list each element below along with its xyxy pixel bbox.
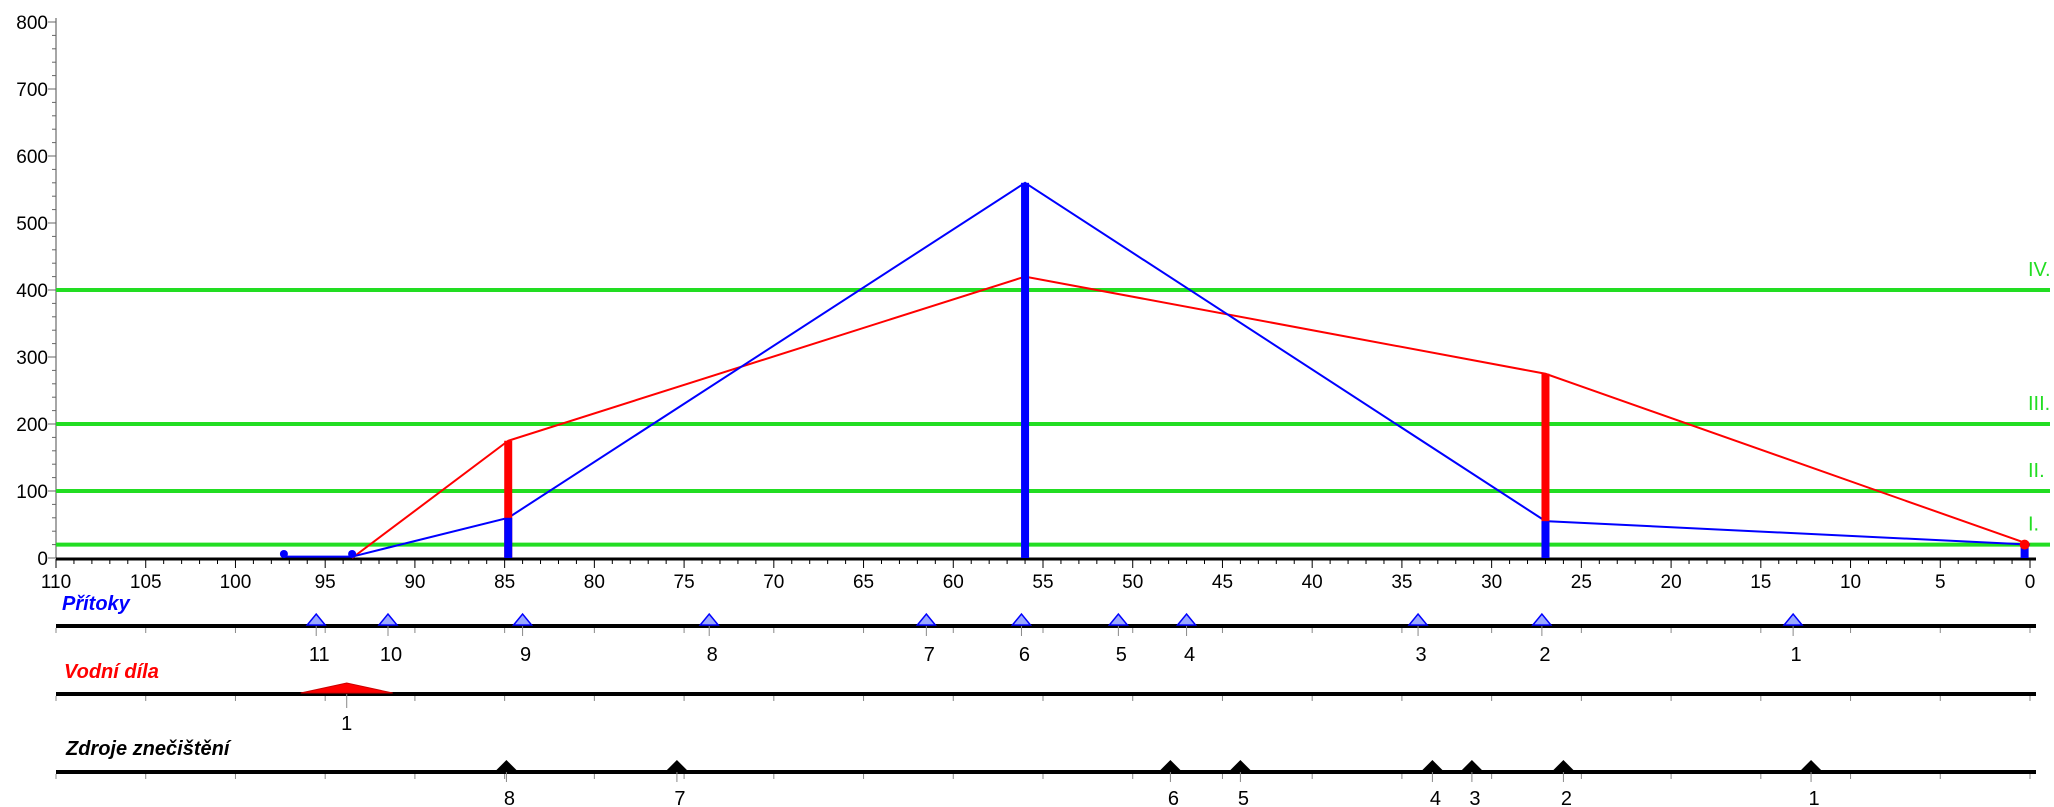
x-tick-label: 65 — [853, 572, 874, 593]
tributary-marker-4 — [1175, 612, 1198, 626]
x-tick-label: 15 — [1750, 572, 1771, 593]
x-tick-label: 40 — [1302, 572, 1323, 593]
x-tick-label: 90 — [404, 572, 425, 593]
tributary-marker-5 — [1107, 612, 1129, 626]
track-1-marker-label: 2 — [1539, 644, 1550, 666]
x-tick-label: 80 — [584, 572, 605, 593]
pollution-source-marker-8 — [495, 760, 518, 771]
pollution-source-marker-2 — [1552, 760, 1575, 771]
x-tick-label: 95 — [315, 572, 336, 593]
x-tick-label: 60 — [943, 572, 964, 593]
dam-marker-1 — [300, 682, 393, 694]
pollution-source-marker-3 — [1460, 760, 1483, 771]
x-tick-label: 5 — [1935, 572, 1946, 593]
red-bar-2 — [1541, 373, 1550, 558]
pollution-source-marker-4 — [1421, 760, 1444, 771]
track-1-marker-label: 6 — [1019, 644, 1030, 666]
track-3-marker-label: 1 — [1809, 788, 1820, 807]
band-label-3: III. — [2028, 393, 2050, 415]
x-tick-label: 25 — [1571, 572, 1592, 593]
y-tick-label: 700 — [16, 80, 48, 101]
track-1-marker-label: 4 — [1184, 644, 1195, 666]
x-tick-label: 55 — [1032, 572, 1053, 593]
track-1-marker-label: 9 — [520, 644, 531, 666]
x-tick-label: 85 — [494, 572, 515, 593]
track-1-marker-label: 10 — [380, 644, 402, 666]
track-1-marker-label: 7 — [924, 644, 935, 666]
blue-bar-1 — [504, 517, 513, 558]
tributary-marker-8 — [698, 612, 720, 626]
y-tick-label: 600 — [16, 147, 48, 168]
band-label-1: I. — [2028, 514, 2039, 536]
track-1-marker-label: 11 — [309, 644, 330, 666]
track-3-marker-label: 5 — [1238, 788, 1249, 807]
y-tick-label: 0 — [37, 549, 48, 570]
x-tick-label: 0 — [2025, 572, 2036, 593]
band-label-2: II. — [2028, 460, 2045, 482]
track-title-1: Přítoky — [62, 593, 131, 615]
y-tick-label: 200 — [16, 415, 48, 436]
blue-point-1 — [279, 549, 288, 558]
track-title-3: Zdroje znečištění — [65, 738, 232, 760]
blue-bar-2 — [1021, 182, 1030, 559]
tributary-marker-1 — [1782, 612, 1804, 626]
tributary-marker-11 — [305, 612, 327, 626]
x-tick-label: 20 — [1661, 572, 1682, 593]
pollution-source-marker-6 — [1159, 760, 1182, 771]
tributary-marker-2 — [1531, 612, 1553, 626]
pollution-source-marker-5 — [1229, 760, 1252, 771]
y-tick-label: 400 — [16, 281, 48, 302]
band-label-4: IV. — [2028, 259, 2051, 281]
red-point — [2019, 539, 2030, 550]
y-tick-label: 100 — [16, 482, 48, 503]
track-title-2: Vodní díla — [64, 661, 159, 683]
x-tick-label: 75 — [674, 572, 695, 593]
track-1-marker-label: 3 — [1415, 644, 1426, 666]
track-3-marker-label: 7 — [674, 788, 685, 807]
blue-bar-3 — [1541, 521, 1550, 558]
tributary-marker-7 — [915, 612, 937, 626]
pollution-source-marker-1 — [1800, 760, 1823, 771]
x-tick-label: 50 — [1122, 572, 1143, 593]
track-3-marker-label: 8 — [504, 788, 515, 807]
x-tick-label: 45 — [1212, 572, 1233, 593]
tributary-marker-6 — [1010, 612, 1033, 626]
x-tick-label: 35 — [1391, 572, 1412, 593]
x-tick-label: 30 — [1481, 572, 1502, 593]
blue-point-2 — [348, 549, 357, 558]
x-tick-label: 10 — [1840, 572, 1861, 593]
track-3-marker-label: 2 — [1561, 788, 1572, 807]
track-3-marker-label: 4 — [1430, 788, 1441, 807]
series-line-2 — [283, 181, 2031, 558]
track-3-marker-label: 3 — [1469, 788, 1480, 807]
y-tick-label: 300 — [16, 348, 48, 369]
y-tick-label: 500 — [16, 214, 48, 235]
y-tick-label: 800 — [16, 13, 48, 34]
tributary-marker-9 — [511, 612, 534, 626]
pollution-source-marker-7 — [665, 760, 688, 771]
blue-bar-4 — [2020, 544, 2029, 558]
tributary-marker-10 — [377, 612, 399, 626]
x-tick-label: 110 — [41, 572, 71, 593]
x-tick-label: 70 — [763, 572, 784, 593]
tributary-marker-3 — [1407, 612, 1429, 626]
x-tick-label: 105 — [130, 572, 162, 593]
x-tick-label: 100 — [220, 572, 252, 593]
red-bar-1 — [504, 440, 513, 558]
track-2-marker-label: 1 — [341, 713, 352, 735]
series-line-1 — [351, 275, 2031, 559]
track-1-marker-label: 1 — [1791, 644, 1802, 666]
track-1-marker-label: 5 — [1116, 644, 1127, 666]
track-1-marker-label: 8 — [707, 644, 718, 666]
track-3-marker-label: 6 — [1168, 788, 1179, 807]
